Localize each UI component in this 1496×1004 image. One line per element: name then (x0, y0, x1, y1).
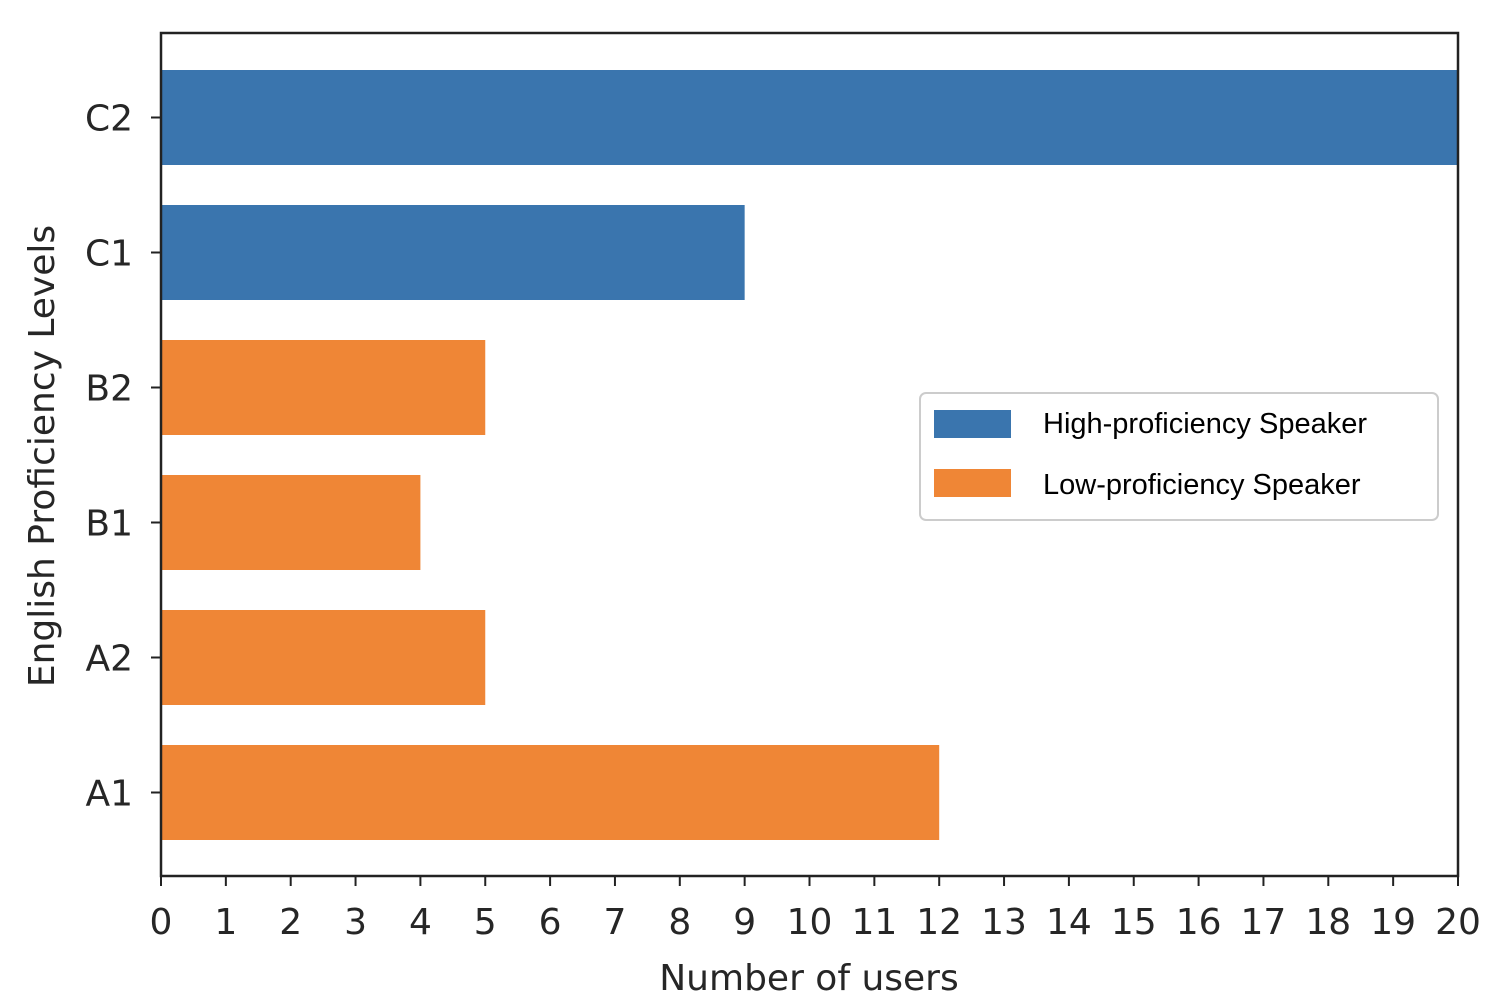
bar-b1 (161, 475, 421, 570)
legend-frame (919, 392, 1439, 521)
y-axis-label: English Proficiency Levels (22, 225, 63, 687)
bar-b2 (161, 340, 486, 435)
x-tick-label-3: 3 (344, 902, 367, 943)
legend-swatch-high (934, 410, 1011, 438)
bar-a1 (161, 745, 940, 840)
y-tick-label-c1: C1 (85, 234, 133, 275)
x-tick-label-6: 6 (539, 902, 562, 943)
y-tick-label-b2: B2 (85, 369, 133, 410)
x-tick-label-20: 20 (1435, 902, 1481, 943)
bar-c1 (161, 205, 745, 300)
x-tick-label-8: 8 (668, 902, 691, 943)
x-tick-label-19: 19 (1370, 902, 1416, 943)
x-tick-label-11: 11 (851, 902, 897, 943)
bar-c2 (161, 70, 1458, 165)
y-tick-label-a2: A2 (85, 639, 133, 680)
legend-label-high: High-proficiency Speaker (1043, 408, 1367, 440)
bars-group (161, 70, 1458, 840)
y-tick-label-a1: A1 (85, 774, 133, 815)
x-tick-label-4: 4 (409, 902, 432, 943)
x-axis-label: Number of users (659, 958, 958, 999)
x-tick-label-1: 1 (214, 902, 237, 943)
legend-swatch-low (934, 469, 1011, 497)
legend-label-low: Low-proficiency Speaker (1043, 469, 1361, 501)
x-tick-label-5: 5 (474, 902, 497, 943)
y-axis: C2 C1 B2 B1 A2 A1 (85, 99, 161, 815)
x-tick-label-0: 0 (150, 902, 173, 943)
x-tick-label-2: 2 (279, 902, 302, 943)
x-tick-label-16: 16 (1176, 902, 1222, 943)
x-axis: 0 1 2 3 4 5 6 7 8 9 10 11 12 13 14 15 16 17 18 19 20 (150, 876, 1481, 943)
y-tick-label-c2: C2 (85, 99, 133, 140)
x-tick-label-7: 7 (603, 902, 626, 943)
x-tick-label-13: 13 (981, 902, 1027, 943)
x-tick-label-10: 10 (787, 902, 833, 943)
x-tick-label-17: 17 (1241, 902, 1287, 943)
x-tick-label-12: 12 (916, 902, 962, 943)
y-tick-label-b1: B1 (85, 504, 133, 545)
x-tick-label-15: 15 (1111, 902, 1157, 943)
x-tick-label-14: 14 (1046, 902, 1092, 943)
x-tick-label-18: 18 (1305, 902, 1351, 943)
bar-a2 (161, 610, 486, 705)
legend: High-proficiency Speaker Low-proficiency… (919, 392, 1439, 521)
x-tick-label-9: 9 (733, 902, 756, 943)
